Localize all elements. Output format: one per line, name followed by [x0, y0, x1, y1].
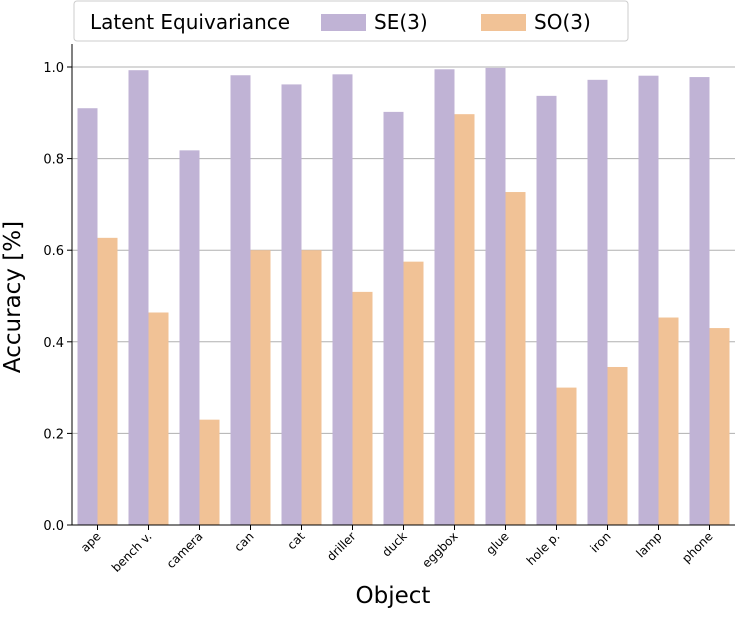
x-tick-label: duck — [379, 529, 409, 559]
legend-label-so3: SO(3) — [534, 10, 591, 34]
x-tick-label: ape — [78, 529, 104, 555]
x-tick-label: cat — [285, 529, 308, 552]
x-tick-label: iron — [587, 529, 613, 555]
bar-so3-phone — [709, 328, 730, 525]
legend-swatch-so3 — [481, 14, 526, 31]
bar-so3-iron — [607, 366, 628, 525]
x-tick-label: glue — [483, 529, 511, 557]
y-tick-label: 0.6 — [43, 244, 64, 259]
bar-se3-duck — [383, 111, 404, 525]
x-axis-title: Object — [356, 583, 431, 609]
bar-se3-iron — [587, 79, 608, 525]
x-tick-label: eggbox — [419, 529, 460, 570]
bars — [77, 67, 730, 526]
bar-so3-glue — [505, 192, 526, 525]
y-tick-label: 0.2 — [43, 427, 64, 442]
bar-se3-glue — [485, 67, 506, 525]
x-ticks: ape bench v. camera can cat driller duck eggbox… — [78, 525, 716, 575]
legend: Latent Equivariance SE(3) SO(3) — [73, 0, 629, 42]
bar-so3-duck — [403, 261, 424, 525]
bar-se3-phone — [689, 77, 710, 526]
bar-se3-ape — [77, 108, 98, 525]
bar-so3-cat — [301, 250, 322, 525]
bar-se3-camera — [179, 150, 200, 525]
bar-se3-hole-p- — [536, 95, 557, 525]
bar-se3-lamp — [638, 75, 659, 526]
bar-se3-can — [230, 75, 251, 525]
x-tick-label: camera — [164, 529, 206, 571]
x-tick-label: phone — [679, 529, 715, 565]
y-ticks: 0.0 0.2 0.4 0.6 0.8 1.0 — [43, 61, 72, 534]
bar-so3-lamp — [658, 317, 679, 525]
bar-so3-ape — [97, 237, 118, 526]
y-axis-title: Accuracy [%] — [0, 221, 26, 373]
x-tick-label: lamp — [634, 529, 665, 560]
bar-so3-eggbox — [454, 114, 475, 525]
bar-se3-cat — [281, 84, 302, 526]
legend-label-se3: SE(3) — [374, 10, 428, 34]
y-tick-label: 0.0 — [43, 519, 64, 534]
y-tick-label: 0.4 — [43, 336, 64, 351]
bar-so3-can — [250, 250, 271, 525]
y-tick-label: 0.8 — [43, 153, 64, 168]
bar-so3-hole-p- — [556, 387, 577, 525]
x-tick-label: can — [231, 529, 256, 554]
x-tick-label: bench v. — [109, 529, 155, 575]
bar-se3-driller — [332, 74, 353, 525]
x-tick-label: driller — [324, 529, 359, 564]
legend-swatch-se3 — [321, 14, 366, 31]
bar-se3-eggbox — [434, 69, 455, 525]
bar-so3-driller — [352, 291, 373, 525]
bar-so3-camera — [199, 419, 220, 525]
x-tick-label: hole p. — [524, 529, 563, 568]
y-tick-label: 1.0 — [43, 61, 64, 76]
bar-so3-bench-v- — [148, 312, 169, 525]
bar-se3-bench-v- — [128, 70, 149, 526]
legend-title: Latent Equivariance — [90, 10, 290, 34]
